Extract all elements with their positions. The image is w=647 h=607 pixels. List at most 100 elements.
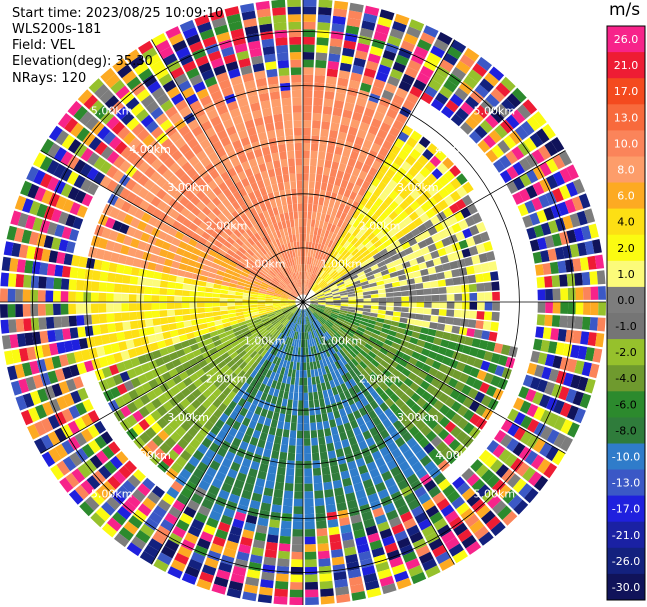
ppi-cell [260,315,269,321]
ppi-cell [277,558,290,567]
ppi-cell [461,310,470,319]
ppi-cell [511,109,526,124]
ppi-cell [370,332,380,340]
ppi-cell [559,402,572,418]
ppi-cell [322,420,330,429]
ppi-cell [291,415,298,423]
ppi-cell [137,174,149,187]
ppi-cell [250,182,259,192]
ppi-cell [226,13,242,24]
ppi-cell [388,235,398,244]
ppi-cell [214,356,224,365]
ppi-cell [494,365,505,377]
ppi-cell [490,109,505,124]
ppi-cell [152,318,161,326]
ppi-cell [66,352,77,365]
ppi-cell [381,470,393,482]
ppi-cell [303,264,305,272]
ppi-cell [518,483,533,499]
ppi-cell [220,261,229,269]
ppi-cell [61,226,72,240]
ppi-cell [293,120,302,128]
ppi-cell [394,436,406,448]
ppi-cell [241,254,250,262]
ppi-cell [330,541,343,551]
ppi-cell [316,307,325,312]
ppi-cell [72,216,84,230]
ppi-cell [283,391,289,400]
ppi-cell [218,181,228,192]
ppi-cell [208,50,222,62]
ppi-cell [97,214,109,226]
ppi-cell [281,236,287,245]
ppi-cell [281,244,287,253]
ppi-cell [351,200,360,210]
ppi-cell [292,105,302,113]
ppi-cell [157,393,169,405]
ppi-cell [274,291,282,295]
ppi-cell [281,197,287,206]
ppi-cell [360,336,369,343]
ppi-cell [203,420,214,431]
ppi-cell [368,410,378,420]
ppi-cell [527,418,540,433]
ppi-cell [186,415,197,426]
ppi-cell [341,365,349,374]
ppi-cell [323,310,332,315]
ppi-cell [320,315,328,321]
ppi-cell [331,556,345,566]
ppi-cell [205,355,215,364]
ppi-cell [298,309,301,317]
ppi-cell [45,290,54,302]
ppi-cell [352,366,361,376]
ppi-cell [441,356,452,366]
ppi-cell [401,161,412,172]
ppi-cell [244,25,259,36]
ppi-cell [245,576,260,587]
ppi-cell [320,282,328,289]
ppi-cell [197,340,207,349]
ppi-cell [354,355,362,364]
ppi-cell [174,167,186,179]
ppi-cell [304,271,306,280]
ppi-cell [403,377,414,387]
ppi-cell [346,352,354,361]
ppi-cell [249,302,258,305]
ppi-cell [488,331,498,342]
ppi-cell [297,203,303,212]
ppi-cell [144,191,156,203]
ppi-cell [443,170,456,182]
ppi-cell [62,456,77,472]
colorbar-segment [607,443,645,471]
ppi-cell [221,364,230,373]
ppi-cell [519,400,532,414]
ppi-cell [343,101,355,112]
ppi-cell [310,303,318,305]
ppi-cell [117,126,131,140]
ppi-cell [325,152,334,161]
ppi-cell [455,107,469,121]
ppi-cell [342,172,351,182]
ppi-cell [488,129,502,144]
ppi-cell [349,378,357,387]
ppi-cell [386,509,399,521]
ppi-cell [398,80,412,92]
ppi-cell [364,343,373,351]
ppi-cell [254,532,267,542]
ppi-cell [266,273,274,280]
ppi-cell [308,399,315,408]
ppi-cell [267,313,276,318]
ppi-cell [261,38,275,48]
ppi-cell [356,342,365,350]
ppi-cell [309,315,314,323]
ppi-cell [118,527,134,541]
ppi-cell [314,311,321,318]
ppi-cell [303,120,312,128]
ppi-cell [130,267,140,276]
ppi-cell [381,174,392,185]
ppi-cell [321,284,329,290]
ppi-cell [280,159,288,168]
ppi-cell [116,331,126,342]
ppi-cell [292,529,303,537]
ppi-cell [455,198,467,210]
